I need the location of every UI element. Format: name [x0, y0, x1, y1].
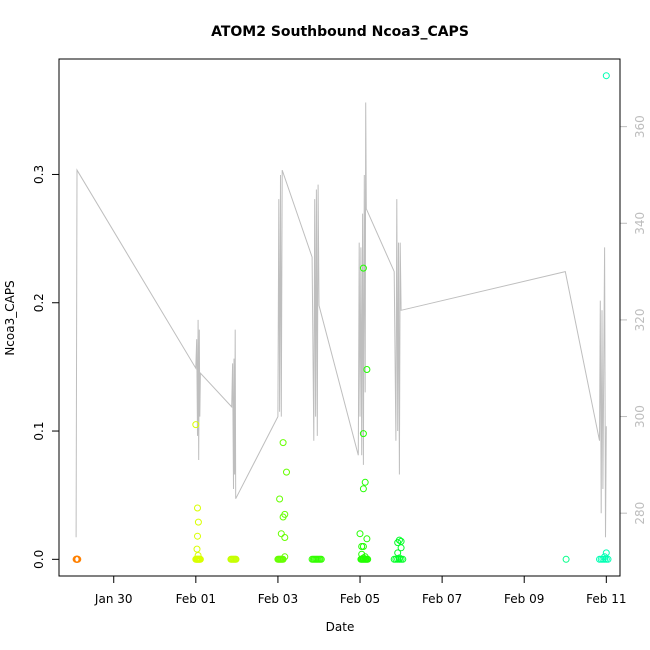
- x-tick-label: Feb 03: [258, 592, 298, 606]
- data-point: [192, 421, 200, 429]
- data-point: [359, 543, 367, 550]
- data-point: [194, 532, 201, 540]
- data-point: [317, 555, 325, 563]
- data-point: [283, 468, 290, 476]
- y2-tick-label: 280: [633, 502, 647, 525]
- data-point: [397, 544, 405, 552]
- data-point: [364, 555, 372, 563]
- data-point: [279, 439, 287, 447]
- y2-tick-label: 360: [633, 115, 647, 138]
- data-point: [359, 485, 367, 493]
- y2-tick-label: 320: [633, 308, 647, 331]
- data-point: [356, 530, 364, 538]
- data-point: [194, 552, 202, 559]
- data-point: [194, 518, 202, 526]
- x-tick-label: Feb 07: [422, 592, 462, 606]
- x-axis-label: Date: [326, 620, 355, 634]
- y-tick-label: 0.2: [32, 293, 46, 312]
- data-point: [279, 513, 287, 521]
- y-tick-label: 0.1: [32, 421, 46, 440]
- y-tick-label: 0.3: [32, 165, 46, 184]
- data-point: [74, 555, 82, 563]
- data-point: [279, 555, 287, 563]
- y-axis-label: Ncoa3_CAPS: [3, 280, 17, 355]
- data-point: [359, 430, 367, 438]
- x-tick-label: Jan 30: [94, 592, 133, 606]
- plot-frame: [58, 58, 621, 577]
- data-point: [281, 534, 289, 541]
- y2-tick-label: 340: [633, 212, 647, 235]
- data-point: [602, 72, 610, 80]
- data-point: [363, 535, 371, 543]
- data-point: [394, 539, 402, 547]
- data-point: [361, 478, 369, 486]
- data-point: [399, 555, 407, 563]
- data-point: [196, 555, 204, 563]
- depth-line: [75, 102, 607, 538]
- data-point: [604, 555, 612, 563]
- y2-tick-label: 300: [633, 405, 647, 428]
- data-point: [359, 264, 367, 272]
- y-tick-label: 0.0: [32, 550, 46, 569]
- data-point: [562, 555, 570, 563]
- data-point: [276, 495, 284, 503]
- data-point: [277, 530, 285, 538]
- data-point: [232, 555, 240, 563]
- data-point: [193, 545, 201, 553]
- x-tick-label: Feb 01: [176, 592, 216, 606]
- data-point: [363, 366, 371, 373]
- data-point: [194, 504, 201, 512]
- chart-title: ATOM2 Southbound Ncoa3_CAPS: [211, 24, 469, 40]
- plot-area: Jan 30 Feb 01 Feb 03 Feb 05 Feb 07 Feb 09 Feb …: [32, 72, 647, 606]
- x-tick-label: Feb 09: [504, 592, 544, 606]
- x-tick-label: Feb 11: [586, 592, 626, 606]
- x-tick-label: Feb 05: [340, 592, 380, 606]
